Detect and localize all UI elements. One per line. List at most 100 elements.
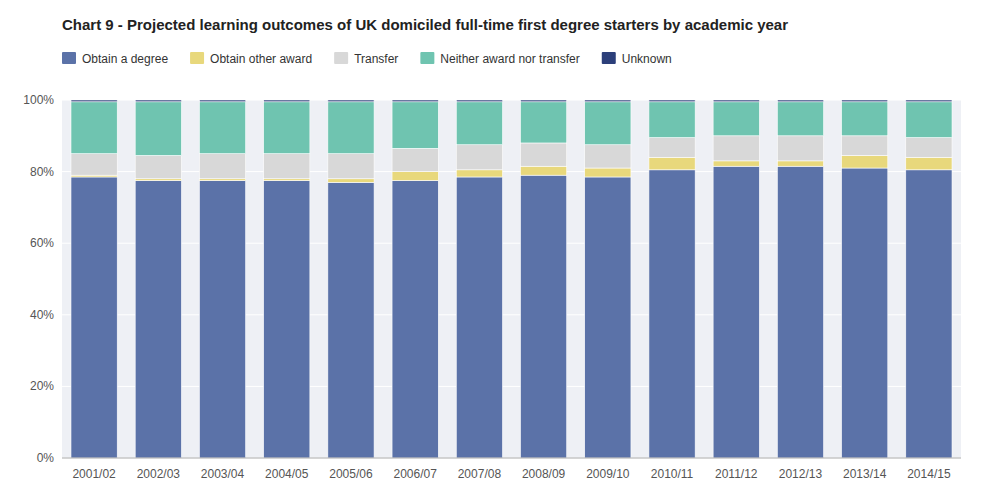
grid-line — [62, 386, 961, 387]
bar-segment — [520, 100, 566, 102]
bar-segment — [135, 102, 181, 156]
bar-segment — [777, 136, 823, 161]
x-tick-label: 2002/03 — [137, 467, 181, 481]
bar-segment — [199, 181, 245, 458]
bars — [71, 100, 952, 458]
y-tick-label: 60% — [30, 236, 54, 250]
legend-swatch — [190, 52, 204, 64]
bar-segment — [392, 148, 438, 171]
x-tick-label: 2011/12 — [715, 467, 758, 481]
legend-label: Transfer — [354, 52, 398, 66]
x-axis: 2001/02 2002/03 2003/04 2004/05 2005/06 2006/… — [62, 458, 961, 481]
bar-segment — [520, 175, 566, 458]
legend-item: Obtain other award — [190, 52, 312, 66]
legend-label: Neither award nor transfer — [440, 52, 579, 66]
bar-segment — [906, 157, 952, 170]
bar-segment — [456, 100, 502, 102]
legend-swatch — [420, 52, 434, 64]
x-axis-line — [62, 458, 961, 459]
bar-segment — [649, 138, 695, 158]
bar-segment — [520, 166, 566, 175]
x-tick-label: 2001/02 — [72, 467, 116, 481]
legend-swatch — [602, 52, 616, 64]
series — [71, 102, 952, 156]
bar-segment — [585, 177, 631, 458]
bar-segment — [71, 102, 117, 154]
bar-segment — [842, 102, 888, 136]
bar-segment — [328, 154, 374, 179]
bar-segment — [520, 143, 566, 166]
bar-segment — [842, 168, 888, 458]
bar-segment — [264, 102, 310, 154]
grid-line — [62, 314, 961, 315]
bar-segment — [713, 166, 759, 458]
legend-swatch — [334, 52, 348, 64]
y-tick-label: 80% — [30, 165, 54, 179]
series — [71, 100, 952, 102]
bar-segment — [777, 100, 823, 102]
bar-segment — [199, 154, 245, 179]
bar-segment — [71, 154, 117, 175]
bar-segment — [649, 102, 695, 138]
grid-line — [62, 171, 961, 172]
bar-segment — [264, 100, 310, 102]
legend: Obtain a degree Obtain other award Transfe… — [62, 52, 672, 66]
x-tick-label: 2010/11 — [651, 467, 694, 481]
bar-segment — [456, 102, 502, 145]
bar-segment — [585, 100, 631, 102]
bar-segment — [328, 179, 374, 183]
legend-item: Neither award nor transfer — [420, 52, 579, 66]
bar-segment — [135, 181, 181, 458]
title: Chart 9 - Projected learning outcomes of… — [62, 16, 788, 33]
x-tick-label: 2009/10 — [586, 467, 630, 481]
bar-segment — [328, 182, 374, 458]
legend-item: Obtain a degree — [62, 52, 168, 66]
bar-segment — [71, 177, 117, 458]
x-tick-label: 2006/07 — [393, 467, 437, 481]
bar-segment — [135, 155, 181, 178]
grid-line — [62, 243, 961, 244]
bar-segment — [392, 181, 438, 458]
bar-segment — [649, 100, 695, 102]
legend-swatch — [62, 52, 76, 64]
bar-segment — [135, 100, 181, 102]
bar-segment — [713, 161, 759, 166]
bar-segment — [585, 102, 631, 145]
bar-segment — [649, 157, 695, 170]
legend-label: Unknown — [622, 52, 672, 66]
y-tick-label: 20% — [30, 379, 54, 393]
legend-label: Obtain other award — [210, 52, 312, 66]
grid-line — [62, 458, 961, 459]
legend-label: Obtain a degree — [82, 52, 168, 66]
bar-segment — [777, 161, 823, 166]
y-tick-label: 40% — [30, 308, 54, 322]
bar-segment — [906, 100, 952, 102]
bar-segment — [392, 172, 438, 181]
bar-segment — [906, 102, 952, 138]
legend-item: Unknown — [602, 52, 672, 66]
bar-segment — [842, 136, 888, 156]
x-tick-label: 2003/04 — [201, 467, 245, 481]
x-tick-label: 2013/14 — [843, 467, 887, 481]
bar-segment — [199, 100, 245, 102]
bar-segment — [328, 100, 374, 102]
y-axis: 0%20%40%60%80%100% — [23, 93, 54, 465]
bar-segment — [264, 181, 310, 458]
bar-segment — [456, 145, 502, 170]
bar-segment — [777, 166, 823, 458]
x-tick-label: 2004/05 — [265, 467, 309, 481]
chart: Chart 9 - Projected learning outcomes of… — [0, 0, 981, 500]
y-tick-label: 100% — [23, 93, 54, 107]
x-tick-label: 2005/06 — [329, 467, 373, 481]
grid-line — [62, 100, 961, 101]
bar-segment — [520, 102, 566, 143]
x-tick-label: 2012/13 — [779, 467, 823, 481]
bar-segment — [585, 168, 631, 177]
x-tick-label: 2008/09 — [522, 467, 566, 481]
bar-segment — [585, 145, 631, 168]
bar-segment — [456, 177, 502, 458]
bar-segment — [456, 170, 502, 177]
bar-segment — [71, 100, 117, 102]
bar-segment — [842, 155, 888, 168]
plot-background — [62, 100, 961, 458]
